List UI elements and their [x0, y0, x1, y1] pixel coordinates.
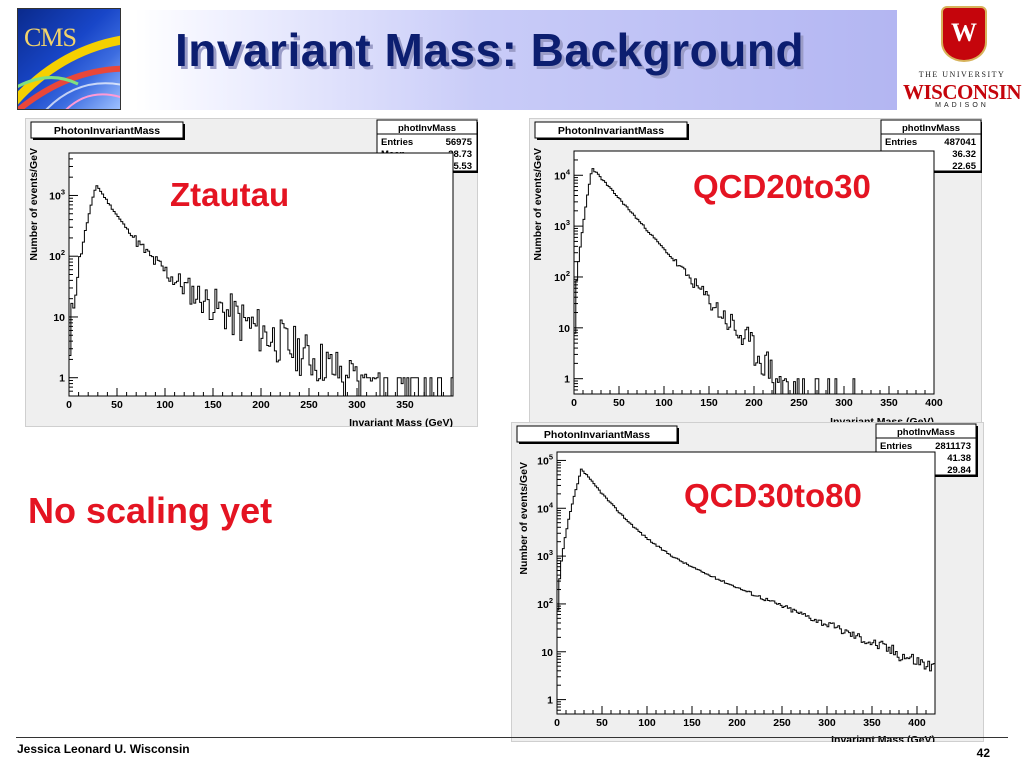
footer-divider: [16, 737, 1008, 738]
stats-key: Entries: [381, 137, 413, 148]
qcd20to30-histogram: PhotonInvariantMass photInvMass Entries 487…: [529, 118, 982, 424]
x-tick-label: 150: [204, 399, 222, 411]
x-tick-label: 200: [745, 397, 763, 409]
no-scaling-note: No scaling yet: [28, 490, 273, 531]
cms-logo-text: CMS: [24, 23, 77, 52]
y-axis-label: Number of events/GeV: [532, 148, 544, 261]
y-tick-label: 103: [537, 548, 553, 563]
histogram-line: [573, 168, 916, 395]
hist-title: PhotonInvariantMass: [558, 125, 664, 137]
stats-key: Entries: [885, 137, 917, 148]
y-axis-label: Number of events/GeV: [28, 148, 40, 261]
y-tick-label: 103: [554, 218, 570, 233]
y-tick-label: 10: [558, 323, 570, 335]
x-tick-label: 150: [683, 717, 701, 729]
stats-value: 487041: [944, 137, 976, 148]
stats-name: photInvMass: [902, 123, 960, 134]
stats-value: 56975: [446, 137, 473, 148]
x-tick-label: 50: [596, 717, 608, 729]
x-axis-label: Invariant Mass (GeV): [831, 734, 935, 742]
x-tick-label: 200: [728, 717, 746, 729]
stats-value: 38.73: [448, 149, 472, 160]
y-tick-label: 10: [53, 312, 65, 324]
x-tick-label: 250: [790, 397, 808, 409]
x-tick-label: 50: [111, 399, 123, 411]
qcd30to80-histogram: PhotonInvariantMass photInvMass Entries 281…: [511, 422, 984, 742]
uw-shield: W: [941, 6, 987, 62]
label-qcd30to80: QCD30to80: [684, 477, 862, 514]
x-axis-label: Invariant Mass (GeV): [349, 417, 453, 427]
x-tick-label: 100: [638, 717, 656, 729]
y-tick-label: 102: [554, 269, 570, 284]
cms-logo-art: [18, 35, 120, 109]
uw-shield-letter: W: [951, 18, 977, 47]
y-axis-label: Number of events/GeV: [518, 462, 530, 575]
y-tick-label: 10: [541, 647, 553, 659]
histogram-line: [556, 468, 936, 714]
uw-logo: W THE UNIVERSITY WISCONSIN MADISON: [903, 2, 1022, 110]
plot-frame: [556, 451, 936, 715]
x-tick-label: 400: [925, 397, 943, 409]
y-tick-label: 1: [59, 373, 65, 385]
uw-logo-top-text: THE UNIVERSITY: [918, 70, 1006, 79]
stats-value: 41.38: [947, 453, 971, 464]
footer-author: Jessica Leonard U. Wisconsin: [17, 742, 190, 756]
x-tick-label: 100: [156, 399, 174, 411]
hist-title-box: [534, 121, 688, 139]
x-tick-label: 300: [348, 399, 366, 411]
x-tick-label: 250: [300, 399, 318, 411]
x-tick-label: 100: [655, 397, 673, 409]
label-ztautau: Ztautau: [170, 176, 290, 213]
y-tick-label: 104: [537, 500, 554, 515]
y-tick-label: 104: [554, 167, 571, 182]
stats-value: 2811173: [935, 441, 971, 452]
stats-value: 36.32: [952, 149, 976, 160]
histogram-line: [68, 185, 454, 397]
plot-frame: [68, 152, 454, 397]
title-bar: [135, 10, 897, 110]
x-axis-label: Invariant Mass (GeV): [830, 416, 934, 424]
x-tick-label: 350: [863, 717, 881, 729]
hist-title-box: [516, 425, 678, 443]
x-tick-label: 300: [818, 717, 836, 729]
x-tick-label: 0: [66, 399, 72, 411]
x-tick-label: 0: [554, 717, 560, 729]
y-tick-label: 102: [537, 596, 553, 611]
slide-title: Invariant Mass: Background: [175, 24, 805, 76]
stats-value: 22.65: [952, 161, 976, 172]
x-tick-label: 50: [613, 397, 625, 409]
x-tick-label: 350: [880, 397, 898, 409]
uw-logo-name: WISCONSIN: [903, 80, 1022, 104]
page-number: 42: [976, 746, 990, 760]
x-tick-label: 200: [252, 399, 270, 411]
y-tick-label: 102: [49, 248, 65, 263]
hist-title-box: [30, 121, 184, 139]
x-tick-label: 250: [773, 717, 791, 729]
hist-title: PhotonInvariantMass: [544, 429, 650, 441]
cms-logo: CMS: [17, 8, 121, 110]
stats-name: photInvMass: [398, 123, 456, 134]
ztautau-histogram: PhotonInvariantMass photInvMass Entries 569…: [25, 118, 478, 427]
x-tick-label: 400: [908, 717, 926, 729]
uw-logo-bottom-text: MADISON: [935, 102, 989, 109]
x-tick-label: 150: [700, 397, 718, 409]
y-tick-label: 1: [547, 695, 553, 707]
stats-value: 29.84: [947, 465, 971, 476]
stats-value: 25.53: [448, 161, 472, 172]
stats-name: photInvMass: [897, 427, 955, 438]
y-tick-label: 105: [537, 452, 553, 467]
x-tick-label: 0: [571, 397, 577, 409]
title-shadow: Invariant Mass: Background: [178, 27, 808, 79]
x-tick-label: 300: [835, 397, 853, 409]
y-tick-label: 103: [49, 187, 65, 202]
y-tick-label: 1: [564, 374, 570, 386]
label-qcd20to30: QCD20to30: [693, 168, 871, 205]
x-tick-label: 350: [396, 399, 414, 411]
stats-key: Entries: [880, 441, 912, 452]
hist-title: PhotonInvariantMass: [54, 125, 160, 137]
